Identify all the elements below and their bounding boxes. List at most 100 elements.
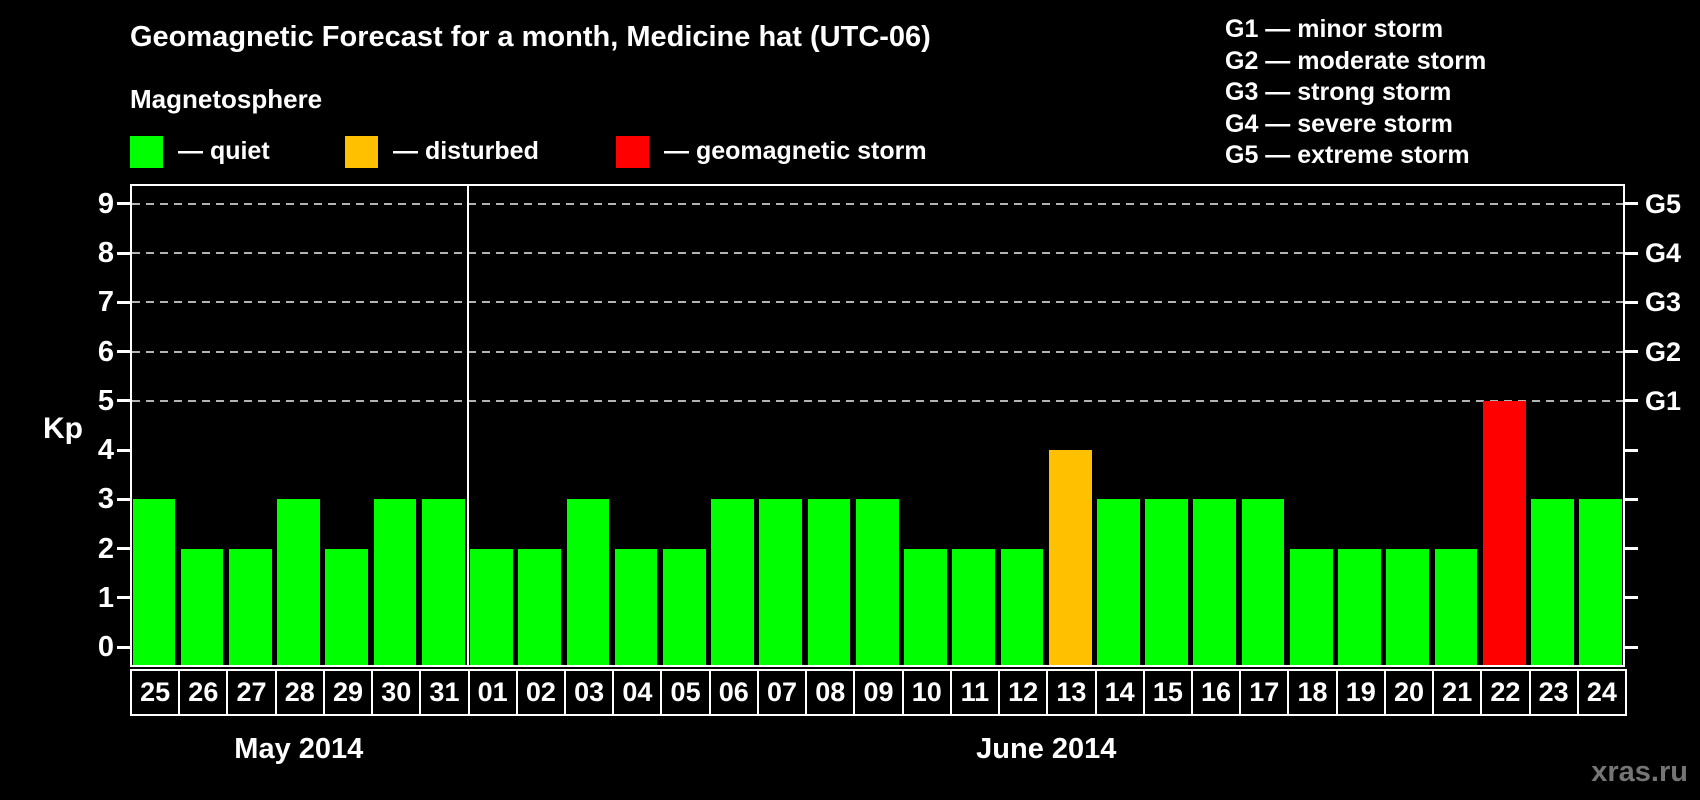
gridline-kp-5 [132, 399, 1623, 402]
left-tick-5 [117, 399, 130, 403]
day-label-29: 29 [322, 669, 374, 716]
day-label-25: 25 [130, 669, 181, 716]
bar-day-31 [421, 499, 465, 665]
day-label-04: 04 [612, 669, 663, 716]
bar-day-17 [1241, 499, 1285, 665]
bar-day-13 [1048, 450, 1092, 665]
y-tick-label-5: 5 [97, 384, 114, 417]
g-axis-label-g5: G5 [1645, 188, 1682, 219]
gridline-kp-9 [132, 202, 1623, 205]
bar-day-19 [1338, 548, 1381, 665]
bar-day-06 [711, 499, 754, 665]
y-tick-label-0: 0 [97, 631, 114, 664]
y-tick-label-3: 3 [97, 483, 114, 516]
bar-day-01 [470, 548, 513, 665]
bar-day-04 [614, 548, 658, 665]
left-tick-3 [117, 497, 130, 501]
y-tick-label-8: 8 [97, 237, 114, 270]
bar-day-29 [325, 548, 369, 665]
status-legend: — quiet — disturbed — geomagnetic storm [0, 135, 1700, 168]
bar-day-15 [1145, 499, 1188, 665]
right-tick-2 [1625, 547, 1638, 551]
y-tick-label-9: 9 [97, 187, 114, 220]
bar-day-27 [228, 548, 272, 665]
day-label-16: 16 [1190, 669, 1242, 716]
day-label-30: 30 [371, 669, 422, 716]
day-label-28: 28 [274, 669, 325, 716]
day-label-13: 13 [1046, 669, 1097, 716]
y-tick-label-7: 7 [97, 286, 114, 319]
y-tick-label-6: 6 [97, 335, 114, 368]
left-tick-0 [117, 645, 130, 649]
month-label-may: May 2014 [234, 733, 364, 765]
right-tick-7 [1625, 300, 1638, 304]
quiet-swatch [130, 135, 163, 168]
legend-item-disturbed: — disturbed [345, 135, 539, 168]
left-tick-8 [117, 251, 130, 255]
bar-day-11 [952, 548, 996, 665]
day-label-02: 02 [515, 669, 567, 716]
g-axis-label-g4: G4 [1645, 238, 1682, 269]
right-tick-9 [1625, 202, 1638, 206]
day-label-31: 31 [419, 669, 470, 716]
left-tick-1 [117, 596, 130, 600]
g-scale-legend: G1 — minor storm G2 — moderate storm G3 — … [1225, 14, 1486, 172]
magnetosphere-subtitle: Magnetosphere [130, 84, 323, 114]
day-label-01: 01 [467, 669, 518, 716]
day-label-18: 18 [1287, 669, 1338, 716]
day-label-07: 07 [756, 669, 808, 716]
bar-day-05 [662, 548, 706, 665]
month-separator [466, 186, 470, 665]
legend-label: — geomagnetic storm [664, 137, 927, 165]
bar-day-07 [759, 499, 803, 665]
legend-label: — quiet [178, 137, 270, 165]
day-label-23: 23 [1528, 669, 1579, 716]
left-tick-2 [117, 547, 130, 551]
left-tick-4 [117, 448, 130, 452]
right-tick-6 [1625, 350, 1638, 354]
legend-item-storm: — geomagnetic storm [616, 135, 927, 168]
bar-day-21 [1434, 548, 1478, 665]
day-label-10: 10 [901, 669, 952, 716]
g-legend-line-g2: G2 — moderate storm [1225, 46, 1487, 75]
plot-area [130, 184, 1625, 667]
day-label-06: 06 [708, 669, 759, 716]
day-label-11: 11 [949, 669, 1001, 716]
bar-day-28 [277, 499, 320, 665]
left-tick-7 [117, 300, 130, 304]
bar-day-23 [1531, 499, 1574, 665]
g-legend-line-g4: G4 — severe storm [1225, 109, 1453, 138]
bar-day-03 [566, 499, 610, 665]
bar-day-30 [373, 499, 417, 665]
gridline-kp-7 [132, 301, 1623, 304]
day-label-26: 26 [178, 669, 229, 716]
gridline-kp-8 [132, 252, 1623, 255]
g-axis-label-g2: G2 [1645, 336, 1682, 367]
bar-day-08 [807, 499, 851, 665]
day-label-05: 05 [660, 669, 711, 716]
g-legend-line-g5: G5 — extreme storm [1225, 141, 1470, 169]
day-label-14: 14 [1094, 669, 1145, 716]
bar-day-02 [518, 548, 562, 665]
day-label-24: 24 [1576, 669, 1627, 716]
bar-day-18 [1289, 548, 1333, 665]
left-tick-9 [117, 202, 130, 206]
y-tick-label-2: 2 [97, 532, 114, 565]
right-tick-0 [1625, 645, 1638, 649]
day-label-09: 09 [853, 669, 904, 716]
bar-day-24 [1579, 499, 1622, 665]
day-label-12: 12 [998, 669, 1049, 716]
bar-day-12 [1000, 548, 1044, 665]
legend-label: — disturbed [393, 137, 539, 165]
storm-swatch [616, 135, 649, 168]
left-tick-6 [117, 350, 130, 354]
day-label-27: 27 [226, 669, 277, 716]
day-label-08: 08 [805, 669, 856, 716]
disturbed-swatch [345, 135, 378, 168]
bar-day-20 [1386, 548, 1430, 665]
day-label-20: 20 [1383, 669, 1435, 716]
day-label-15: 15 [1142, 669, 1193, 716]
legend-item-quiet: — quiet [130, 135, 270, 168]
bar-day-14 [1097, 499, 1140, 665]
watermark: xras.ru [1591, 756, 1688, 788]
